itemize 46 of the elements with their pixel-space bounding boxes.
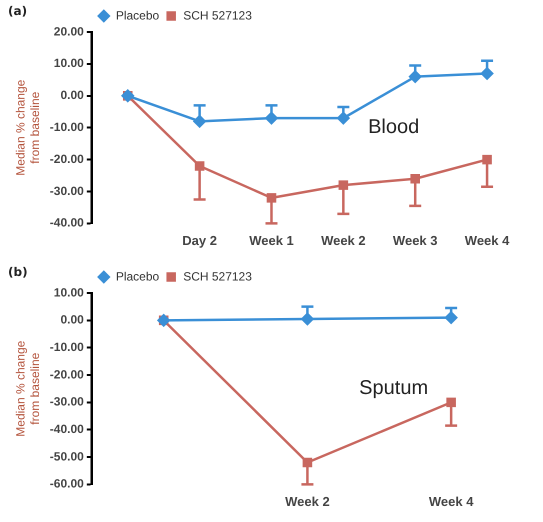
point xyxy=(338,180,348,190)
point xyxy=(482,154,492,164)
annotation: Blood xyxy=(368,116,420,138)
x-tick-label: Day 2 xyxy=(182,232,217,248)
y-tick-label: -30.00 xyxy=(50,394,84,409)
text: (b) xyxy=(8,265,28,280)
point xyxy=(410,174,420,184)
point xyxy=(302,458,312,468)
point xyxy=(265,112,278,124)
y-tick-label: 10.00 xyxy=(54,56,84,70)
legend-label: Placebo xyxy=(116,269,160,284)
y-tick-label: -30.00 xyxy=(50,184,84,198)
x-tick-label: Week 3 xyxy=(392,232,438,248)
y-tick-label: -20.00 xyxy=(50,367,84,382)
y-tick-label: 0.00 xyxy=(60,312,84,327)
point xyxy=(480,67,494,80)
point xyxy=(194,161,204,171)
point xyxy=(193,115,206,128)
y-tick-label: -40.00 xyxy=(50,422,84,436)
x-tick-label: Week 4 xyxy=(464,232,510,248)
y-tick-label: 0.00 xyxy=(60,88,84,102)
y-tick-label: -40.00 xyxy=(50,216,84,230)
y-axis-title: Median % change from baseline xyxy=(14,340,42,437)
point xyxy=(446,398,456,408)
text: (a) xyxy=(8,4,28,18)
annotation: Sputum xyxy=(359,377,428,400)
y-tick-label: -50.00 xyxy=(50,449,84,464)
x-tick-label: Week 2 xyxy=(321,232,366,248)
x-tick-label: Week 4 xyxy=(428,494,474,509)
y-tick-label: -20.00 xyxy=(50,152,84,166)
x-tick-label: Week 2 xyxy=(285,494,330,509)
point xyxy=(408,70,422,83)
y-tick-label: 10.00 xyxy=(54,285,84,300)
x-tick-label: Week 1 xyxy=(249,232,294,248)
y-tick-label: 20.00 xyxy=(54,24,84,38)
point xyxy=(266,193,276,203)
point xyxy=(337,112,350,124)
legend-label: SCH 527123 xyxy=(183,8,252,22)
y-axis-title: Median % change from baseline xyxy=(14,79,42,176)
y-tick-label: -10.00 xyxy=(50,340,84,354)
point xyxy=(444,311,458,324)
y-tick-label: -60.00 xyxy=(50,476,84,491)
legend-label: SCH 527123 xyxy=(183,269,252,284)
point xyxy=(301,312,314,326)
y-tick-label: -10.00 xyxy=(50,120,84,134)
legend-label: Placebo xyxy=(116,8,160,22)
